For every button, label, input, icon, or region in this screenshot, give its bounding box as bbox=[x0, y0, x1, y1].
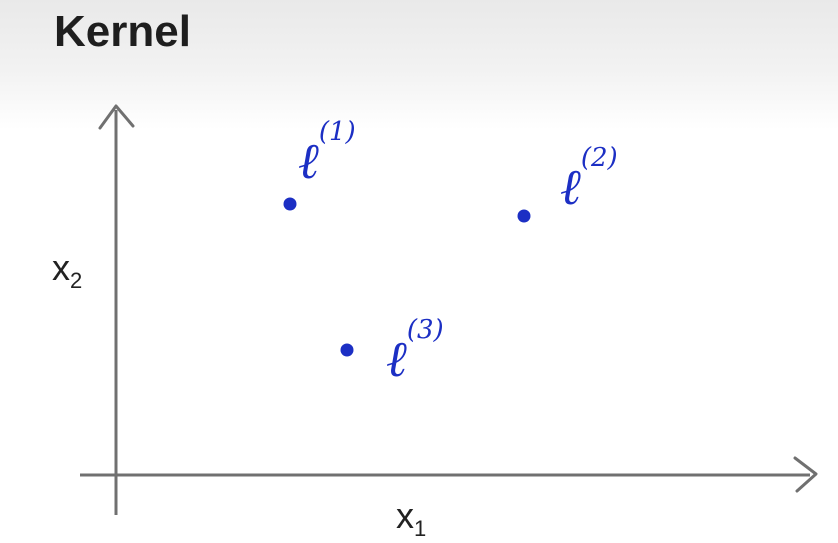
landmark-3: ℓ(3) bbox=[340, 315, 444, 388]
landmark-3-label: ℓ(3) bbox=[386, 315, 444, 388]
slide-title: Kernel bbox=[54, 7, 191, 56]
landmark-1-point bbox=[283, 197, 297, 211]
landmark-3-point bbox=[340, 343, 354, 357]
landmark-2: ℓ(2) bbox=[517, 143, 618, 223]
landmark-1: ℓ(1) bbox=[283, 117, 356, 211]
x-axis-label: x1 bbox=[396, 495, 426, 541]
landmark-2-point bbox=[517, 209, 531, 223]
y-axis-label: x2 bbox=[52, 247, 82, 293]
x-axis-arrow-icon bbox=[793, 456, 818, 493]
landmark-2-label: ℓ(2) bbox=[560, 143, 618, 216]
landmark-1-label: ℓ(1) bbox=[298, 117, 356, 190]
y-axis-arrow-icon bbox=[98, 104, 135, 130]
